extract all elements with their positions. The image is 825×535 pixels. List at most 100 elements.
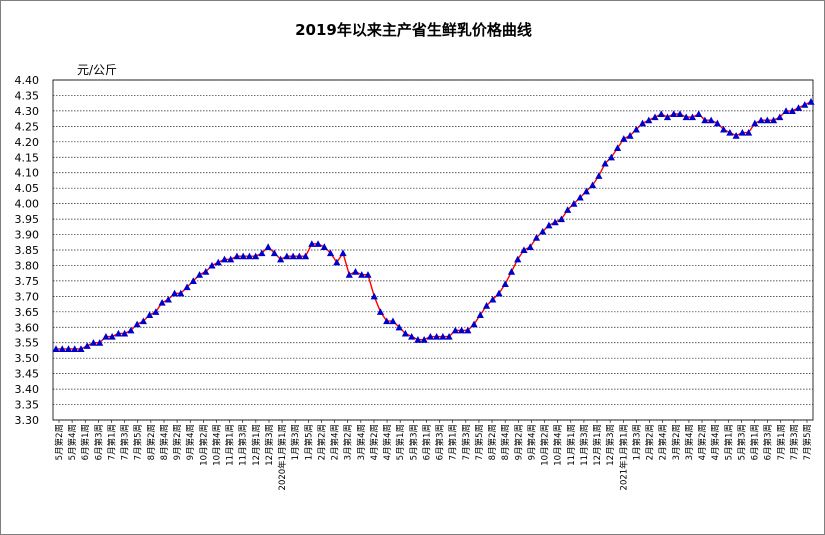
x-tick-label: 3月第2周 [671, 424, 682, 460]
y-tick-label: 4.25 [15, 120, 40, 133]
data-point-marker [158, 298, 166, 306]
data-point-marker [470, 320, 478, 328]
data-point-marker [64, 345, 73, 352]
data-point-marker [457, 326, 466, 334]
x-tick-label: 6月第3周 [93, 424, 104, 460]
x-tick-label: 9月第2周 [172, 424, 183, 460]
data-point-marker [326, 249, 335, 257]
y-tick-label: 3.50 [15, 352, 40, 365]
y-tick-label: 4.10 [15, 167, 40, 180]
data-point-marker [514, 255, 522, 263]
data-point-marker [277, 255, 285, 263]
y-tick-label: 3.40 [15, 383, 40, 396]
price-line [56, 101, 812, 350]
x-tick-label: 4月第4周 [382, 424, 393, 460]
data-point-marker [482, 302, 491, 309]
data-point-marker [414, 336, 422, 343]
data-point-marker [121, 329, 129, 337]
data-point-marker [239, 252, 247, 260]
data-point-marker [526, 243, 534, 250]
data-point-marker [757, 116, 765, 124]
data-point-marker [782, 107, 790, 114]
data-point-marker [776, 113, 784, 121]
y-tick-label: 3.65 [15, 306, 40, 319]
data-point-marker [345, 271, 353, 278]
data-point-marker [495, 289, 503, 297]
data-point-marker [751, 119, 759, 127]
data-point-marker [358, 271, 366, 278]
data-point-marker [233, 252, 241, 260]
data-point-marker [408, 332, 416, 340]
x-tick-label: 6月第3周 [763, 424, 774, 460]
data-point-marker [601, 159, 609, 167]
data-point-marker [89, 339, 98, 346]
x-tick-label: 4月第2周 [697, 424, 708, 460]
data-point-marker [295, 252, 303, 260]
x-tick-label: 7月第1周 [106, 424, 117, 460]
data-point-marker [401, 329, 410, 337]
data-point-marker [252, 252, 260, 260]
x-tick-label: 8月第2周 [487, 424, 498, 460]
x-tick-label: 4月第4周 [710, 424, 721, 460]
data-point-marker [476, 311, 484, 318]
data-point-marker [364, 271, 372, 278]
data-point-marker [638, 119, 647, 127]
x-tick-label: 7月第1周 [776, 424, 787, 460]
x-tick-label: 12月第3周 [605, 424, 616, 466]
x-tick-label: 3月第2周 [343, 424, 354, 460]
x-tick-label: 8月第4周 [500, 424, 511, 460]
data-point-marker [83, 342, 91, 349]
y-tick-label: 3.95 [15, 213, 40, 226]
data-point-marker [520, 246, 528, 254]
data-point-marker [177, 289, 185, 297]
data-point-marker [189, 277, 197, 284]
x-tick-label: 11月第1周 [225, 424, 236, 466]
data-point-marker [227, 255, 235, 263]
data-point-marker [701, 116, 709, 124]
y-tick-label: 3.35 [15, 399, 40, 412]
data-point-marker [807, 98, 815, 105]
x-tick-label: 6月第1周 [80, 424, 91, 460]
data-point-marker [713, 119, 722, 127]
data-point-marker [102, 332, 110, 340]
x-tick-label: 4月第2周 [369, 424, 380, 460]
x-tick-label: 10月第4周 [553, 424, 564, 466]
data-point-marker [96, 339, 104, 346]
x-tick-label: 5月第1周 [395, 424, 406, 460]
data-point-marker [576, 193, 584, 201]
data-point-marker [676, 110, 684, 118]
y-tick-label: 4.15 [15, 151, 40, 164]
x-tick-label: 12月第1周 [251, 424, 262, 466]
data-point-marker [145, 311, 154, 318]
x-tick-label: 6月第1周 [421, 424, 432, 460]
series-layer [52, 98, 815, 352]
data-point-marker [351, 268, 360, 275]
data-point-marker [314, 240, 322, 247]
data-point-marker [682, 113, 690, 121]
y-tick-label: 3.90 [15, 229, 40, 242]
y-tick-label: 3.70 [15, 290, 40, 303]
data-point-marker [763, 116, 771, 124]
data-point-marker [507, 268, 516, 275]
data-point-marker [595, 172, 603, 179]
data-point-marker [258, 249, 266, 257]
x-tick-label: 5月第4周 [67, 424, 78, 460]
x-tick-label: 3月第4周 [684, 424, 695, 460]
data-point-marker [663, 113, 672, 121]
x-tick-label: 1月第5周 [303, 424, 314, 460]
data-point-marker [794, 104, 803, 111]
x-tick-label: 7月第5周 [802, 424, 813, 460]
data-point-marker [433, 332, 441, 340]
x-tick-label: 11月第1周 [566, 424, 577, 466]
x-tick-label: 12月第3周 [264, 424, 275, 466]
data-point-marker [570, 200, 578, 207]
data-point-marker [139, 317, 147, 325]
x-tick-label: 9月第4周 [526, 424, 537, 460]
y-tick-label: 4.20 [15, 136, 40, 149]
data-point-marker [108, 332, 116, 340]
x-tick-label: 7月第5周 [474, 424, 485, 460]
x-tick-label: 12月第1周 [592, 424, 603, 466]
data-point-marker [208, 261, 216, 269]
x-tick-label: 11月第3周 [238, 424, 249, 466]
data-point-marker [670, 110, 678, 118]
